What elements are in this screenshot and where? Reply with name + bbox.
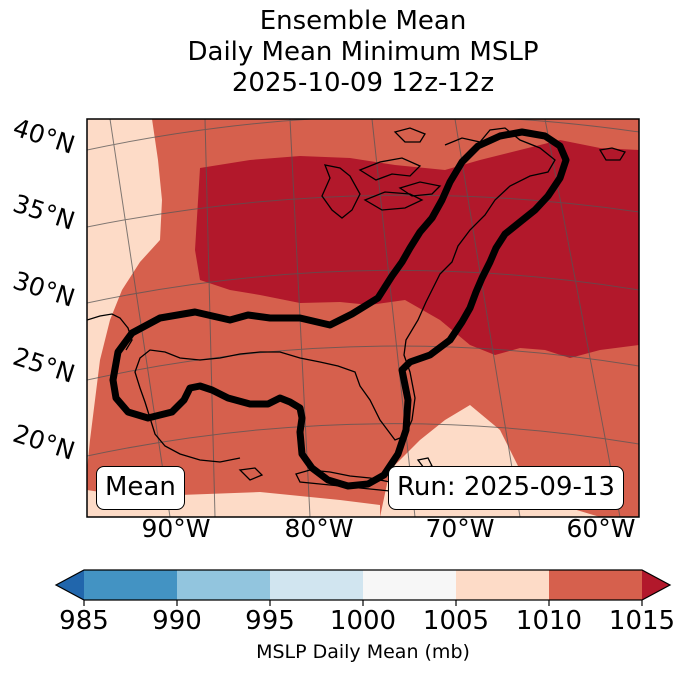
- pressure-field-1005-1010-west: [87, 119, 162, 470]
- colorbar-tick-1015: 1015: [608, 606, 676, 636]
- lon-label-80w: 80°W: [284, 514, 354, 543]
- title-line-1: Ensemble Mean: [259, 6, 467, 36]
- colorbar-segment-1010-1015: [549, 570, 642, 600]
- map-fields: [87, 119, 639, 517]
- colorbar-tick-985: 985: [59, 606, 109, 636]
- title-line-3: 2025-10-09 12z-12z: [231, 68, 495, 98]
- lon-label-60w: 60°W: [566, 514, 636, 543]
- title-line-2: Daily Mean Minimum MSLP: [187, 37, 539, 67]
- colorbar-tick-995: 995: [245, 606, 295, 636]
- chart-title: Ensemble Mean Daily Mean Minimum MSLP 20…: [0, 6, 688, 99]
- lon-label-70w: 70°W: [425, 514, 495, 543]
- pressure-field-above-1015: [195, 140, 639, 358]
- colorbar-segment-995-1000: [270, 570, 363, 600]
- colorbar-extend-high: [642, 570, 670, 600]
- colorbar-tick-1000: 1000: [329, 606, 397, 636]
- colorbar-tick-1005: 1005: [422, 606, 490, 636]
- colorbar-tick-990: 990: [152, 606, 202, 636]
- map-frame: [86, 118, 640, 518]
- mean-badge: Mean: [96, 466, 185, 510]
- colorbar-extend-low: [56, 570, 84, 600]
- lon-label-90w: 90°W: [141, 514, 211, 543]
- run-date-badge: Run: 2025-09-13: [388, 466, 624, 510]
- colorbar-tick-1010: 1010: [515, 606, 583, 636]
- colorbar: [54, 569, 672, 606]
- colorbar-segment-1000-1005: [363, 570, 456, 600]
- colorbar-segment-990-995: [177, 570, 270, 600]
- mslp-mean-contour: [109, 128, 570, 490]
- colorbar-segment-1005-1010: [456, 570, 549, 600]
- colorbar-segment-985-990: [84, 570, 177, 600]
- colorbar-label: MSLP Daily Mean (mb): [256, 641, 470, 663]
